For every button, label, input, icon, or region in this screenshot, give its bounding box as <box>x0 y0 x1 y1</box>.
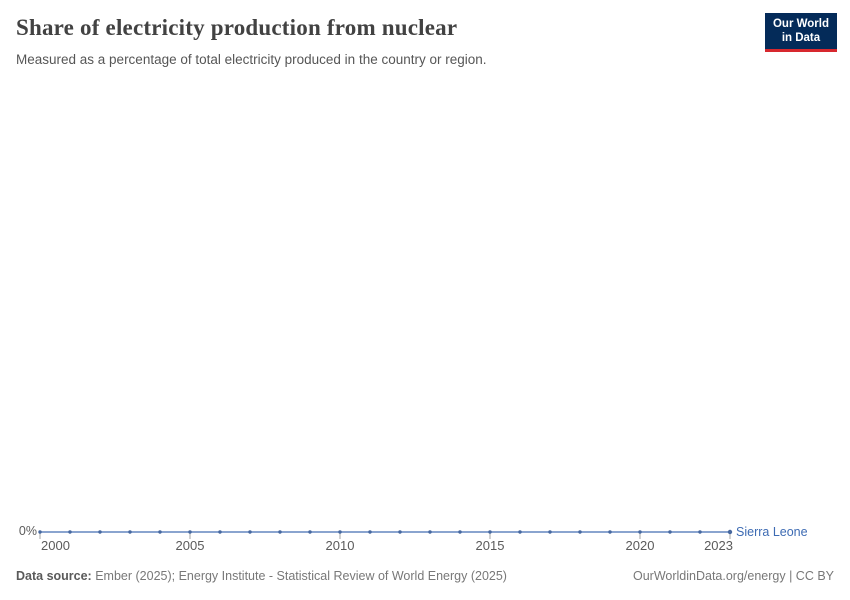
data-point[interactable] <box>608 530 612 534</box>
owid-logo-line1: Our World <box>772 18 829 30</box>
data-point[interactable] <box>248 530 252 534</box>
data-point[interactable] <box>158 530 162 534</box>
owid-logo-line2: in Data <box>781 31 821 44</box>
data-point[interactable] <box>368 530 372 534</box>
data-point[interactable] <box>578 530 582 534</box>
data-point[interactable] <box>218 530 222 534</box>
data-point[interactable] <box>68 530 72 534</box>
data-point[interactable] <box>188 530 192 534</box>
owid-url-link[interactable]: OurWorldinData.org/energy | CC BY <box>632 569 834 583</box>
data-point[interactable] <box>548 530 552 534</box>
data-point[interactable] <box>338 530 342 534</box>
data-point[interactable] <box>668 530 672 534</box>
data-point[interactable] <box>98 530 102 534</box>
data-point[interactable] <box>458 530 462 534</box>
data-source-text: Ember (2025); Energy Institute - Statist… <box>91 569 507 583</box>
data-point[interactable] <box>488 530 492 534</box>
data-point[interactable] <box>428 530 432 534</box>
chart-title: Share of electricity production from nuc… <box>16 15 458 40</box>
data-point[interactable] <box>308 530 312 534</box>
data-source-label: Data source: <box>16 569 92 583</box>
data-point[interactable] <box>128 530 132 534</box>
owid-logo[interactable]: Our World in Data <box>764 13 837 52</box>
entity-label[interactable]: Sierra Leone <box>736 525 808 539</box>
data-point[interactable] <box>698 530 702 534</box>
data-point[interactable] <box>398 530 402 534</box>
data-source-note: Data source: Ember (2025); Energy Instit… <box>16 569 507 583</box>
data-point[interactable] <box>278 530 282 534</box>
data-point[interactable] <box>38 530 42 534</box>
data-point[interactable] <box>638 530 642 534</box>
data-point[interactable] <box>727 529 733 535</box>
chart-subtitle: Measured as a percentage of total electr… <box>16 52 487 67</box>
data-point[interactable] <box>518 530 522 534</box>
